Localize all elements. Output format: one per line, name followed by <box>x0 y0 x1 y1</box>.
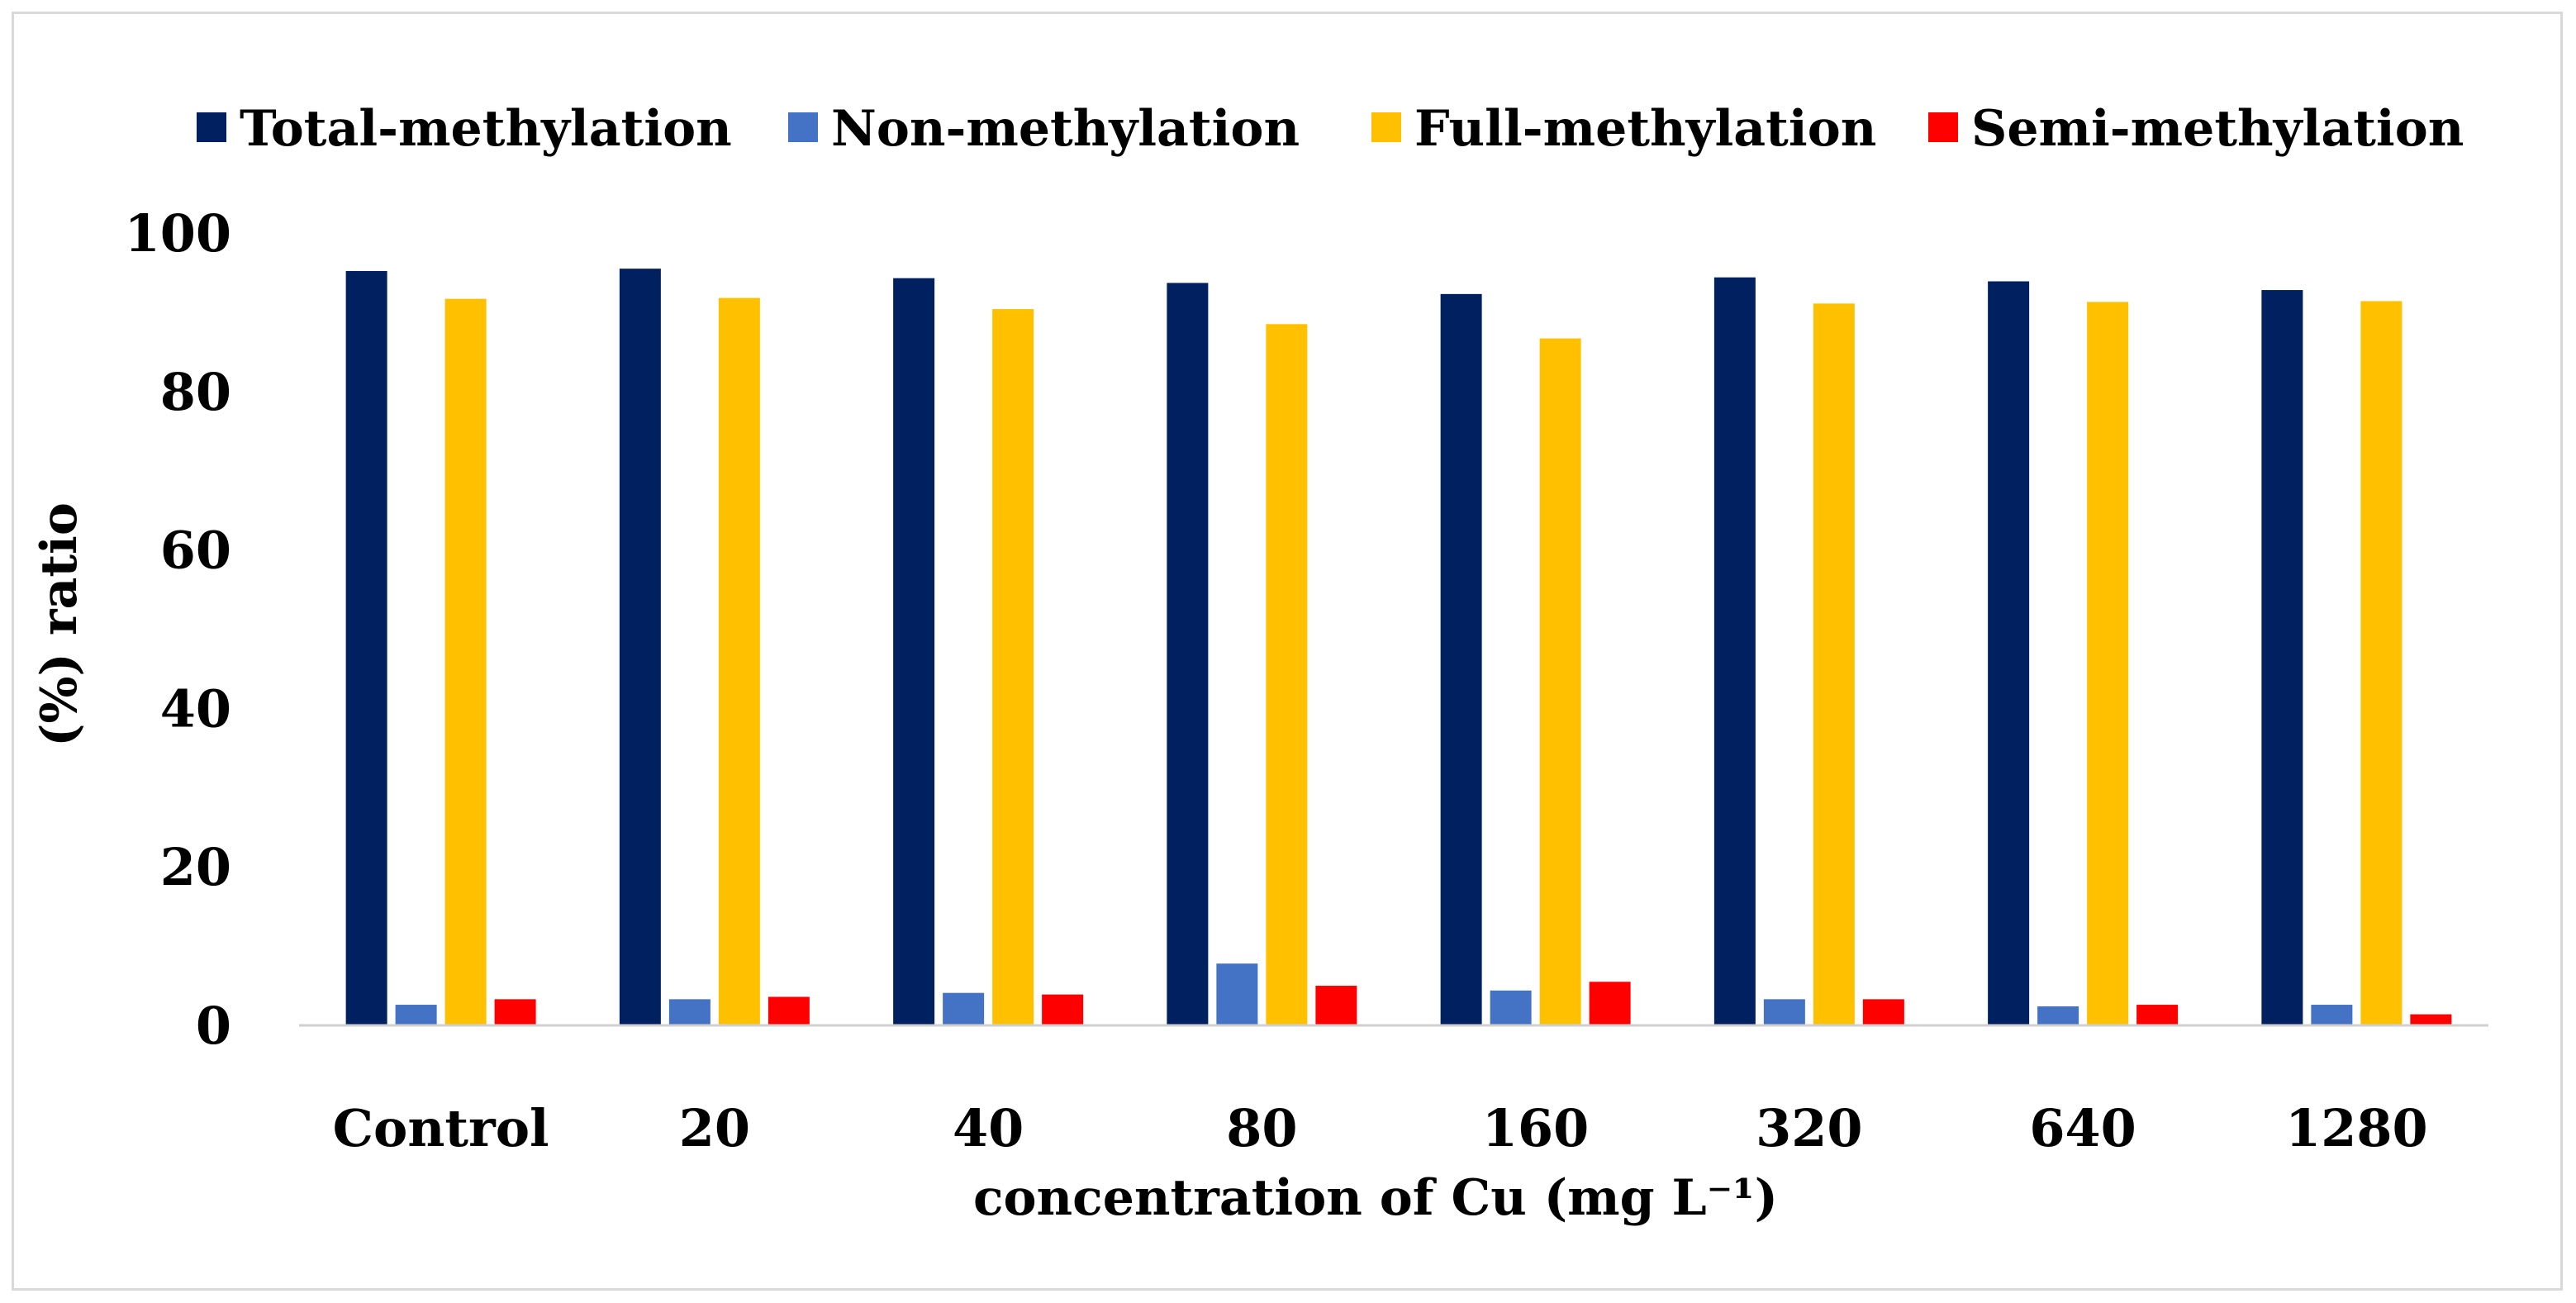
bar-full-methylation-control <box>444 298 487 1025</box>
legend-swatch-semi-methylation <box>1928 112 1958 142</box>
x-tick-label-1280: 1280 <box>2285 1098 2428 1158</box>
x-axis: Control 20 40 80 160 320 640 1280 <box>333 1098 2428 1158</box>
bar-full-methylation-640 <box>2087 302 2129 1026</box>
legend-label-non-methylation: Non-methylation <box>831 100 1300 158</box>
bar-non-methylation-320 <box>1763 999 1805 1025</box>
legend: Total-methylation Non-methylation Full-met… <box>197 100 2464 158</box>
bar-full-methylation-320 <box>1813 303 1855 1025</box>
bar-total-methylation-40 <box>893 278 935 1026</box>
bar-full-methylation-40 <box>992 309 1034 1026</box>
bar-non-methylation-80 <box>1216 963 1258 1025</box>
bar-non-methylation-640 <box>2037 1006 2079 1025</box>
legend-label-full-methylation: Full-methylation <box>1414 100 1876 158</box>
bar-total-methylation-20 <box>619 269 661 1025</box>
x-tick-label-20: 20 <box>679 1098 750 1158</box>
y-tick-label-80: 80 <box>160 362 231 422</box>
bar-total-methylation-320 <box>1713 277 1756 1026</box>
legend-swatch-non-methylation <box>788 112 818 142</box>
bar-non-methylation-control <box>395 1005 437 1025</box>
bar-semi-methylation-160 <box>1589 982 1631 1025</box>
x-tick-label-160: 160 <box>1482 1098 1589 1158</box>
bar-semi-methylation-640 <box>2136 1005 2179 1025</box>
y-axis-title: (%) ratio <box>31 502 88 747</box>
x-tick-label-80: 80 <box>1226 1098 1297 1158</box>
y-tick-label-20: 20 <box>160 837 231 897</box>
bar-semi-methylation-40 <box>1042 994 1084 1025</box>
bar-non-methylation-40 <box>943 992 985 1025</box>
x-tick-label-40: 40 <box>953 1098 1024 1158</box>
bar-semi-methylation-20 <box>768 996 810 1025</box>
bar-total-methylation-1280 <box>2261 290 2303 1026</box>
bar-full-methylation-1280 <box>2360 301 2403 1025</box>
x-tick-label-320: 320 <box>1756 1098 1862 1158</box>
legend-label-total-methylation: Total-methylation <box>240 100 732 158</box>
bar-full-methylation-20 <box>718 297 760 1025</box>
legend-swatch-total-methylation <box>197 112 226 142</box>
bar-total-methylation-control <box>345 271 387 1026</box>
bar-semi-methylation-1280 <box>2410 1014 2452 1025</box>
legend-swatch-full-methylation <box>1371 112 1401 142</box>
legend-label-semi-methylation: Semi-methylation <box>1971 100 2464 158</box>
bar-non-methylation-1280 <box>2311 1005 2353 1025</box>
x-axis-title: concentration of Cu (mg L⁻¹) <box>973 1169 1778 1227</box>
bar-semi-methylation-320 <box>1862 999 1904 1025</box>
bar-non-methylation-160 <box>1490 990 1532 1025</box>
bar-total-methylation-160 <box>1440 293 1482 1025</box>
bar-total-methylation-80 <box>1167 283 1209 1025</box>
bar-full-methylation-80 <box>1266 324 1308 1025</box>
y-axis: 0 20 40 60 80 100 <box>125 203 231 1056</box>
bar-total-methylation-640 <box>1988 281 2030 1025</box>
y-tick-label-0: 0 <box>196 996 231 1056</box>
x-tick-label-640: 640 <box>2029 1098 2136 1158</box>
x-tick-label-control: Control <box>333 1098 549 1158</box>
y-tick-label-100: 100 <box>125 203 231 264</box>
bar-semi-methylation-80 <box>1315 986 1357 1025</box>
bars <box>345 269 2452 1026</box>
bar-full-methylation-160 <box>1539 338 1581 1025</box>
bar-non-methylation-20 <box>668 999 711 1025</box>
y-tick-label-40: 40 <box>160 678 231 739</box>
y-tick-label-60: 60 <box>160 521 231 581</box>
bar-semi-methylation-control <box>494 999 536 1025</box>
